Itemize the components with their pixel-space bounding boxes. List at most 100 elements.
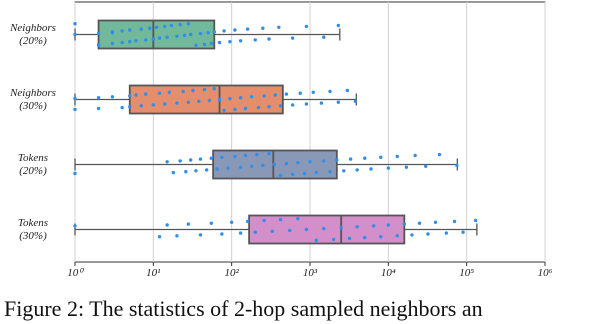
caption: Figure 2: The statistics of 2-hop sample… — [4, 296, 483, 321]
data-point — [186, 22, 191, 26]
data-point — [110, 41, 115, 46]
data-point — [290, 36, 295, 40]
data-point — [184, 170, 188, 174]
data-point — [369, 167, 373, 171]
data-point — [417, 221, 422, 225]
data-point — [243, 106, 248, 111]
data-point — [73, 96, 77, 101]
data-point — [348, 157, 353, 161]
data-point — [202, 87, 207, 92]
x-tick-label: 10² — [225, 267, 240, 279]
x-tick-label: 10³ — [303, 267, 318, 279]
data-point — [128, 40, 132, 44]
data-point — [267, 105, 271, 109]
data-point — [228, 40, 232, 44]
data-point — [220, 232, 224, 236]
data-point — [171, 170, 176, 175]
data-point — [277, 25, 281, 29]
data-point — [404, 165, 409, 169]
data-point — [304, 102, 309, 106]
data-point — [424, 164, 428, 168]
x-tick-label: 10⁵ — [459, 267, 474, 279]
data-point — [273, 93, 277, 97]
data-point — [253, 230, 257, 234]
data-point — [189, 32, 193, 37]
data-point — [222, 108, 226, 113]
data-point — [96, 96, 101, 100]
data-point — [243, 153, 248, 158]
data-point — [395, 234, 399, 238]
data-point — [154, 25, 159, 29]
data-point — [128, 94, 132, 98]
data-point — [73, 22, 77, 26]
data-point — [314, 238, 318, 242]
data-point — [167, 90, 172, 95]
data-point — [249, 164, 254, 168]
data-point — [262, 218, 266, 223]
data-point — [347, 236, 352, 241]
data-point — [212, 30, 216, 34]
data-point — [298, 91, 302, 95]
data-point — [328, 89, 332, 94]
data-point — [386, 223, 391, 227]
data-point — [178, 159, 182, 163]
data-point — [73, 32, 77, 37]
data-point — [120, 40, 124, 45]
data-point — [363, 156, 367, 160]
data-point — [222, 29, 226, 33]
data-point — [139, 27, 143, 31]
data-point — [238, 96, 243, 100]
data-point — [189, 158, 193, 162]
data-point — [322, 226, 326, 231]
data-point — [157, 91, 162, 95]
data-point — [169, 23, 174, 28]
data-point — [128, 28, 132, 32]
data-point — [198, 233, 203, 237]
data-point — [304, 24, 309, 29]
data-point — [328, 170, 332, 174]
data-point — [198, 31, 203, 36]
data-point — [245, 27, 250, 31]
y-category-label: Tokens (20%) — [17, 151, 49, 177]
data-point — [73, 224, 77, 228]
data-point — [157, 235, 162, 239]
data-point — [157, 36, 162, 40]
data-point — [194, 43, 198, 47]
data-point — [433, 220, 438, 224]
data-point — [302, 171, 307, 176]
data-point — [186, 222, 191, 226]
data-point — [353, 99, 358, 104]
data-point — [206, 31, 210, 35]
data-point — [128, 105, 132, 109]
data-point — [355, 225, 359, 229]
data-point — [96, 31, 101, 36]
data-point — [395, 154, 399, 159]
data-point — [186, 100, 191, 104]
data-point — [238, 231, 243, 235]
data-point — [238, 165, 243, 169]
data-point — [182, 33, 187, 38]
data-point — [461, 230, 465, 234]
y-category-label: Tokens (30%) — [17, 216, 49, 242]
data-point — [151, 103, 156, 107]
data-point — [342, 169, 346, 173]
box — [128, 84, 284, 115]
x-tick-label: 10⁶ — [538, 267, 553, 279]
data-point — [335, 158, 339, 162]
data-point — [336, 23, 341, 28]
data-point — [426, 232, 430, 236]
data-point — [278, 173, 283, 177]
data-point — [139, 104, 143, 108]
data-point — [194, 169, 198, 173]
data-point — [220, 155, 224, 159]
data-point — [379, 235, 383, 239]
data-point — [287, 228, 292, 233]
data-point — [339, 226, 343, 230]
data-point — [165, 35, 169, 39]
data-point — [233, 28, 237, 32]
data-point — [217, 97, 222, 102]
data-point — [120, 105, 124, 110]
data-point — [256, 105, 261, 110]
data-point — [308, 160, 312, 164]
data-point — [163, 102, 167, 106]
